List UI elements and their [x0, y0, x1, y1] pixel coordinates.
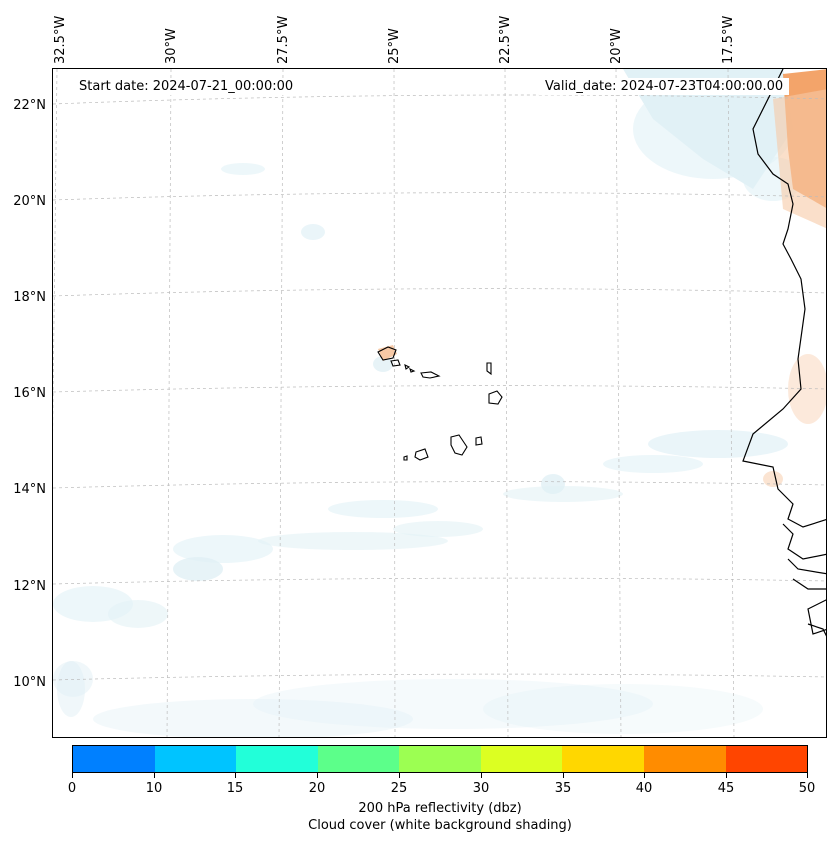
map-canvas [53, 69, 826, 737]
lat-label-14n: 14°N [13, 482, 46, 497]
colorbar-tick [154, 773, 155, 778]
colorbar-segment-1 [154, 746, 237, 772]
colorbar-segment-2 [236, 746, 318, 772]
valid-date-label: Valid_date: 2024-07-23T04:00:00.00 [539, 78, 790, 95]
colorbar-segment-5 [480, 746, 563, 772]
colorbar [72, 745, 808, 773]
lon-label-22.5w: 22.5°W [498, 15, 513, 64]
colorbar-segment-8 [725, 746, 808, 772]
colorbar-tick [399, 773, 400, 778]
colorbar-label-10: 10 [145, 781, 163, 796]
lat-label-16n: 16°N [13, 386, 46, 401]
cape-verde-islands [377, 346, 503, 461]
coastline [742, 69, 826, 637]
colorbar-label-30: 30 [472, 781, 490, 796]
lat-label-12n: 12°N [13, 579, 46, 594]
colorbar-segment-4 [399, 746, 481, 772]
colorbar-label-45: 45 [717, 781, 735, 796]
reflectivity-shading [378, 69, 826, 487]
colorbar-subtitle: Cloud cover (white background shading) [308, 818, 572, 833]
colorbar-segment-3 [317, 746, 400, 772]
colorbar-tick [726, 773, 727, 778]
colorbar-tick [644, 773, 645, 778]
colorbar-label-40: 40 [635, 781, 653, 796]
colorbar-tick [807, 773, 808, 778]
colorbar-tick [481, 773, 482, 778]
colorbar-label-25: 25 [390, 781, 408, 796]
colorbar-label-0: 0 [67, 781, 77, 796]
cloud-cover-shading [53, 69, 803, 737]
colorbar-segment-0 [73, 746, 155, 772]
lon-label-17.5w: 17.5°W [721, 15, 736, 64]
lat-label-20n: 20°N [13, 194, 46, 209]
colorbar-tick [563, 773, 564, 778]
gridlines [53, 69, 826, 737]
colorbar-label-50: 50 [798, 781, 816, 796]
colorbar-segment-7 [643, 746, 726, 772]
colorbar-label-20: 20 [308, 781, 326, 796]
lat-label-10n: 10°N [13, 675, 46, 690]
lon-label-32.5w: 32.5°W [53, 15, 68, 64]
lon-label-25w: 25°W [387, 28, 402, 64]
colorbar-label-35: 35 [554, 781, 572, 796]
lat-label-18n: 18°N [13, 290, 46, 305]
colorbar-tick [72, 773, 73, 778]
lat-label-22n: 22°N [13, 98, 46, 113]
colorbar-tick [235, 773, 236, 778]
colorbar-title: 200 hPa reflectivity (dbz) [358, 801, 522, 816]
lon-label-20w: 20°W [609, 28, 624, 64]
colorbar-tick [317, 773, 318, 778]
start-date-label: Start date: 2024-07-21_00:00:00 [73, 78, 300, 95]
lon-label-30w: 30°W [164, 28, 179, 64]
colorbar-label-15: 15 [226, 781, 244, 796]
map-frame: Start date: 2024-07-21_00:00:00 Valid_da… [52, 68, 827, 738]
colorbar-segment-6 [562, 746, 644, 772]
lon-label-27.5w: 27.5°W [276, 15, 291, 64]
